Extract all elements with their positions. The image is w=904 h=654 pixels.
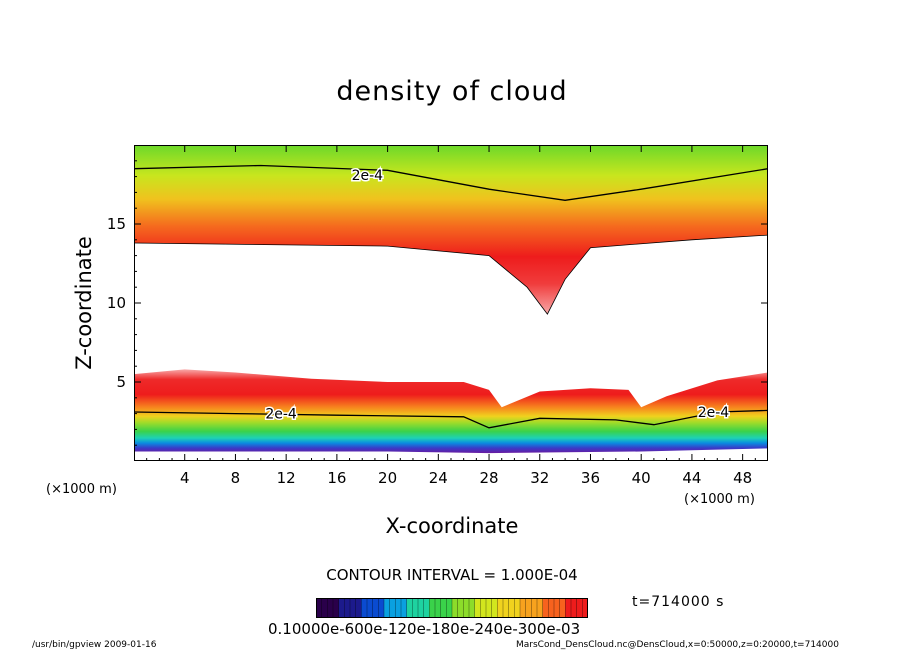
colorbar-cell <box>502 598 510 618</box>
colorbar-cell <box>412 598 419 618</box>
colorbar-cell <box>372 598 379 618</box>
colorbar-cell <box>463 598 470 618</box>
x-tick-label: 36 <box>580 469 601 487</box>
colorbar-cell <box>548 598 555 618</box>
contour-label: 2e-4 <box>352 168 384 184</box>
colorbar-cell <box>366 598 374 618</box>
x-tick-label: 16 <box>327 469 347 487</box>
colorbar-cell <box>525 598 532 618</box>
colorbar-cell <box>417 598 425 618</box>
colorbar-cell <box>565 598 572 618</box>
colorbar-cell <box>570 598 578 618</box>
x-tick-label: 8 <box>230 469 241 487</box>
colorbar-cell <box>332 598 340 618</box>
colorbar-cell <box>514 598 521 618</box>
colorbar-cell <box>480 598 487 618</box>
lower-cloud-layer <box>134 369 768 454</box>
plot-frame <box>134 145 768 461</box>
x-tick-label: 24 <box>428 469 448 487</box>
x-tick-label: 28 <box>479 469 499 487</box>
upper-cloud-layer <box>134 145 768 315</box>
y-tick-label: 15 <box>106 215 126 233</box>
colorbar-cell <box>451 598 459 618</box>
colorbar-cell <box>321 598 328 618</box>
footer-left: /usr/bin/gpview 2009-01-16 <box>32 640 157 650</box>
y-tick-label: 10 <box>106 294 126 312</box>
colorbar-cell <box>423 598 430 618</box>
colorbar-cell <box>349 598 357 618</box>
x-tick-label: 44 <box>682 469 702 487</box>
colorbar-cell <box>485 598 493 618</box>
colorbar-cell <box>327 598 334 618</box>
colorbar-cell <box>457 598 464 618</box>
colorbar-cell <box>491 598 498 618</box>
colorbar-cell <box>429 598 436 618</box>
footer-right: MarsCond_DensCloud.nc@DensCloud,x=0:5000… <box>516 640 839 650</box>
colorbar-cell <box>378 598 385 618</box>
x-tick-label: 32 <box>530 469 550 487</box>
colorbar-cell <box>519 598 527 618</box>
colorbar <box>316 598 588 618</box>
colorbar-cell <box>582 598 588 618</box>
colorbar-cell <box>344 598 351 618</box>
contour-label: 2e-4 <box>698 405 730 421</box>
colorbar-cell <box>531 598 538 618</box>
y-tick-label: 5 <box>116 373 126 391</box>
colorbar-labels: 0.10000e-600e-120e-180e-240e-300e-03 <box>268 620 581 638</box>
colorbar-cell <box>338 598 345 618</box>
x-axis-label: X-coordinate <box>385 514 519 538</box>
colorbar-cell <box>576 598 583 618</box>
x-tick-label: 4 <box>179 469 190 487</box>
x-tick-label: 40 <box>631 469 651 487</box>
time-label: t=714000 s <box>632 594 725 610</box>
x-tick-label: 12 <box>276 469 296 487</box>
x-unit-right: (×1000 m) <box>684 492 755 507</box>
x-unit-left: (×1000 m) <box>46 482 117 497</box>
x-tick-label: 20 <box>378 469 398 487</box>
colorbar-cell <box>508 598 515 618</box>
chart-title: density of cloud <box>336 76 568 107</box>
colorbar-frame <box>316 598 588 618</box>
colorbar-cell <box>383 598 391 618</box>
colorbar-cell <box>355 598 362 618</box>
colorbar-cell <box>542 598 549 618</box>
colorbar-cell <box>406 598 413 618</box>
contour-line-upper <box>134 164 768 201</box>
colorbar-cell <box>474 598 481 618</box>
contour-line-lower <box>134 409 768 429</box>
colorbar-cell <box>361 598 368 618</box>
colorbar-cell <box>440 598 447 618</box>
colorbar-cell <box>395 598 402 618</box>
colorbar-cell <box>559 598 566 618</box>
colorbar-cell <box>400 598 408 618</box>
colorbar-cell <box>434 598 442 618</box>
plot-area: 2e-4 2e-4 2e-4 <box>134 145 768 461</box>
colorbar-cell <box>389 598 396 618</box>
colorbar-cell <box>536 598 544 618</box>
colorbar-cell <box>553 598 561 618</box>
contour-interval: CONTOUR INTERVAL = 1.000E-04 <box>326 566 578 584</box>
x-tick-label: 48 <box>733 469 753 487</box>
contour-label: 2e-4 <box>265 407 297 423</box>
colorbar-cell <box>497 598 504 618</box>
colorbar-cell <box>446 598 453 618</box>
colorbar-cell <box>468 598 476 618</box>
contour-line-upper-bottom <box>134 234 768 315</box>
